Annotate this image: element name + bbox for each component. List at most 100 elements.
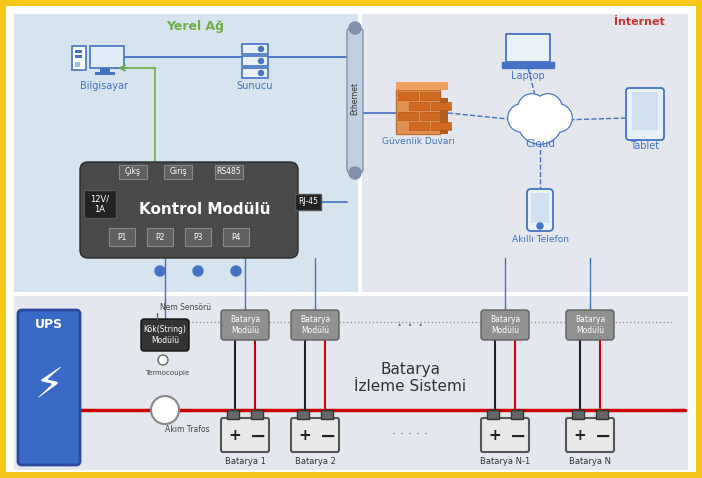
Bar [72,46,86,70]
Bar [164,165,192,179]
Circle shape [231,266,241,276]
FancyBboxPatch shape [527,189,553,231]
Text: Batarya
İzleme Sistemi: Batarya İzleme Sistemi [354,362,466,394]
FancyBboxPatch shape [80,162,298,258]
Bar [431,102,451,110]
Text: Termocouple: Termocouple [145,370,189,376]
FancyBboxPatch shape [347,28,363,173]
FancyBboxPatch shape [221,418,269,452]
Bar [242,56,268,66]
Bar [119,165,147,179]
Circle shape [518,100,562,144]
Bar [420,92,440,100]
Bar [440,98,448,134]
Bar [409,102,429,110]
Bar [75,55,82,58]
Text: −: − [595,426,611,445]
Circle shape [509,105,535,131]
Bar [398,92,418,100]
Text: UPS: UPS [35,317,63,330]
Text: Sunucu: Sunucu [237,81,273,91]
Bar [420,112,440,120]
Bar [90,46,124,68]
Bar [227,410,239,419]
Circle shape [537,223,543,229]
Bar [242,44,268,54]
Circle shape [519,95,545,121]
Text: Cloud: Cloud [525,139,555,149]
Text: P2: P2 [155,232,165,241]
Bar [396,90,440,134]
Text: Laptop: Laptop [511,71,545,81]
Text: Bilgisayar: Bilgisayar [80,81,128,91]
Circle shape [534,94,562,122]
FancyBboxPatch shape [291,418,339,452]
Circle shape [349,167,361,179]
Circle shape [519,101,561,143]
Text: +: + [229,428,241,444]
Circle shape [258,46,263,52]
Bar [109,228,135,246]
Text: Çıkş: Çıkş [125,167,141,176]
Circle shape [151,396,179,424]
Bar [632,92,658,130]
Text: RS485: RS485 [217,167,241,176]
Text: Batarya N: Batarya N [569,457,611,467]
Bar [487,410,499,419]
Bar [506,34,550,62]
Circle shape [349,22,361,34]
Bar [396,82,448,90]
Bar [95,72,115,75]
Text: Akıllı Telefon: Akıllı Telefon [512,235,569,243]
FancyBboxPatch shape [291,310,339,340]
Circle shape [535,95,561,121]
Text: Kök(String)
Modülü: Kök(String) Modülü [144,326,187,345]
Text: · · · · ·: · · · · · [392,428,428,442]
Bar [531,193,549,223]
Text: Batarya
Modülü: Batarya Modülü [230,315,260,335]
Text: −: − [320,426,336,445]
Bar [84,190,116,218]
Bar [14,14,358,292]
Bar [100,68,110,72]
Text: Batarya 2: Batarya 2 [295,457,336,467]
Bar [511,410,523,419]
Bar [502,62,554,68]
Text: İnternet: İnternet [614,17,665,27]
Text: Batarya 1: Batarya 1 [225,457,265,467]
Bar [185,228,211,246]
Text: Yerel Ağ: Yerel Ağ [166,20,224,33]
Bar [147,228,173,246]
Text: · · ·: · · · [397,317,423,335]
Bar [223,228,249,246]
Circle shape [193,266,203,276]
Bar [409,122,429,130]
Circle shape [155,266,165,276]
Bar [596,410,608,419]
Bar [398,112,418,120]
FancyBboxPatch shape [18,310,80,465]
Bar [297,410,309,419]
Bar [242,68,268,78]
Bar [75,62,80,67]
Text: ⚡: ⚡ [34,364,64,406]
Text: +: + [574,428,586,444]
Text: Kontrol Modülü: Kontrol Modülü [139,203,271,217]
Circle shape [258,70,263,76]
Text: −: − [250,426,266,445]
Text: P4: P4 [231,232,241,241]
Text: Akım Trafos: Akım Trafos [165,425,209,435]
Text: P1: P1 [117,232,126,241]
Text: Batarya
Modülü: Batarya Modülü [300,315,330,335]
FancyBboxPatch shape [141,319,189,351]
Text: P3: P3 [193,232,203,241]
Text: Batarya
Modülü: Batarya Modülü [575,315,605,335]
Bar [431,122,451,130]
Bar [251,410,263,419]
Bar [215,165,243,179]
FancyBboxPatch shape [566,418,614,452]
FancyBboxPatch shape [481,418,529,452]
Text: −: − [510,426,526,445]
Text: Batarya N-1: Batarya N-1 [480,457,530,467]
Text: Nem Sensörü: Nem Sensörü [160,303,211,312]
